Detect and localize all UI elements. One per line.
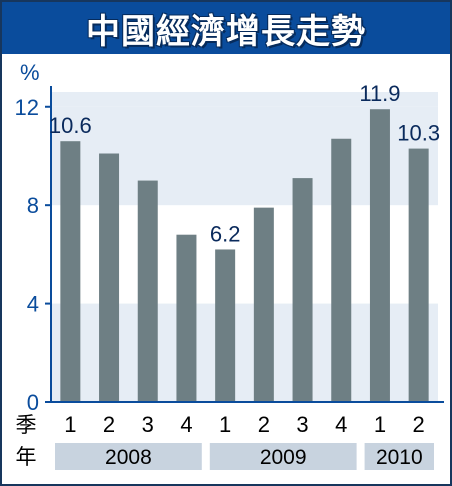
quarter-label: 1 [374, 412, 386, 437]
grid-band [51, 92, 438, 107]
title-bar: 中國經濟增長走勢 [2, 2, 450, 54]
year-row-header: 年 [16, 445, 37, 469]
bar [331, 138, 352, 402]
y-tick-label: 4 [27, 292, 39, 317]
y-tick-label: 8 [27, 193, 39, 218]
bar [215, 249, 236, 402]
y-unit-label: % [20, 60, 40, 85]
quarter-label: 1 [219, 412, 231, 437]
quarter-label: 3 [142, 412, 154, 437]
quarter-label: 2 [258, 412, 270, 437]
bar [369, 109, 390, 402]
year-label: 2010 [376, 446, 423, 469]
year-band [209, 443, 357, 470]
quarter-row-header: 季 [16, 413, 37, 437]
year-band [55, 443, 202, 470]
bar [60, 141, 81, 402]
year-band [364, 443, 434, 470]
bar [292, 178, 313, 402]
bar [408, 148, 429, 402]
bar [253, 207, 274, 402]
chart-title: 中國經濟增長走勢 [86, 11, 366, 52]
data-label: 6.2 [210, 221, 241, 246]
y-tick-label: 0 [27, 390, 39, 415]
quarter-label: 3 [296, 412, 308, 437]
bar [176, 234, 197, 402]
bar [137, 180, 158, 402]
quarter-label: 4 [180, 412, 192, 437]
data-label: 11.9 [359, 81, 400, 106]
year-label: 2008 [105, 446, 152, 469]
year-label: 2009 [260, 446, 307, 469]
quarter-label: 4 [335, 412, 347, 437]
data-label: 10.6 [49, 113, 92, 138]
y-tick-label: 12 [15, 95, 39, 120]
quarter-label: 1 [64, 412, 76, 437]
bar [99, 153, 120, 402]
quarter-label: 2 [103, 412, 115, 437]
quarter-label: 2 [413, 412, 425, 437]
data-label: 10.3 [397, 121, 440, 146]
